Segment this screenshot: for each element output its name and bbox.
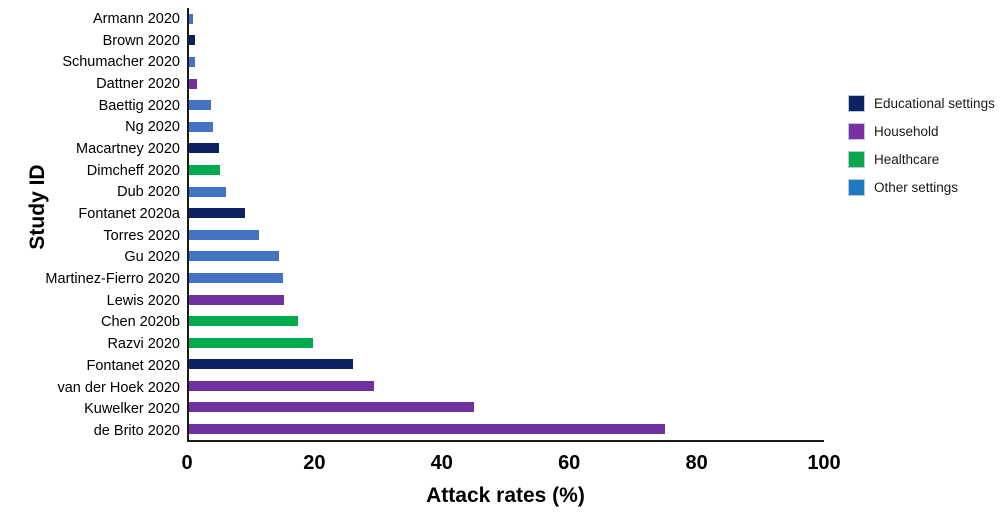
- x-tick-label: 60: [558, 452, 581, 474]
- bar-row: [189, 13, 824, 24]
- x-axis-ticks: 0 20 40 60 80 100: [181, 452, 840, 474]
- category-label: van der Hoek 2020: [57, 379, 180, 396]
- legend: Educational settings Household Healthcare O…: [848, 95, 995, 207]
- x-tick-label: 40: [430, 452, 453, 474]
- bar: [189, 13, 193, 24]
- bar-row: [189, 424, 824, 435]
- bar-row: [189, 100, 824, 111]
- bar: [189, 164, 221, 175]
- category-label: Razvi 2020: [107, 336, 180, 353]
- bar-row: [189, 337, 824, 348]
- legend-swatch: [848, 151, 865, 168]
- category-label: Brown 2020: [102, 32, 180, 49]
- category-label: Schumacher 2020: [62, 54, 180, 71]
- bar: [189, 35, 196, 46]
- bar-row: [189, 35, 824, 46]
- bar: [189, 337, 314, 348]
- bar-row: [189, 164, 824, 175]
- x-tick-label: 100: [807, 452, 841, 474]
- bar: [189, 121, 214, 132]
- category-label: Dattner 2020: [96, 75, 180, 92]
- legend-swatch: [848, 95, 865, 112]
- bar: [189, 208, 245, 219]
- legend-label: Other settings: [874, 180, 959, 195]
- x-axis-title: Attack rates (%): [426, 484, 585, 507]
- bar: [189, 100, 212, 111]
- category-label: Chen 2020b: [100, 314, 180, 331]
- x-tick-label: 20: [303, 452, 326, 474]
- bar: [189, 229, 259, 240]
- category-label: Gu 2020: [124, 249, 180, 266]
- category-label: Martinez-Fierro 2020: [45, 271, 180, 288]
- bar-row: [189, 251, 824, 262]
- bar-rows: [189, 8, 824, 440]
- legend-item: Other settings: [848, 179, 995, 196]
- bar-row: [189, 121, 824, 132]
- bar-row: [189, 272, 824, 283]
- bar-row: [189, 402, 824, 413]
- category-label: Ng 2020: [125, 119, 180, 136]
- legend-label: Healthcare: [874, 152, 940, 167]
- bar: [189, 186, 226, 197]
- bar-row: [189, 143, 824, 154]
- legend-item: Household: [848, 123, 995, 140]
- bar-row: [189, 186, 824, 197]
- bar-row: [189, 359, 824, 370]
- category-label: Lewis 2020: [106, 292, 180, 309]
- category-label: Torres 2020: [103, 227, 180, 244]
- bar: [189, 56, 195, 67]
- bar-row: [189, 56, 824, 67]
- category-label: Fontanet 2020a: [78, 206, 180, 223]
- category-label: Kuwelker 2020: [84, 401, 180, 418]
- bar: [189, 359, 354, 370]
- y-category-labels: Armann 2020 Brown 2020 Schumacher 2020 Datt…: [0, 8, 180, 442]
- category-label: Dimcheff 2020: [86, 162, 180, 179]
- bar: [189, 272, 283, 283]
- category-label: Fontanet 2020: [86, 357, 180, 374]
- legend-swatch: [848, 179, 865, 196]
- bar: [189, 78, 197, 89]
- category-label: Baettig 2020: [98, 97, 180, 114]
- bar: [189, 316, 299, 327]
- bar: [189, 424, 666, 435]
- bar-row: [189, 229, 824, 240]
- bar: [189, 143, 219, 154]
- category-label: Armann 2020: [92, 10, 180, 27]
- bar-row: [189, 380, 824, 391]
- category-label: Macartney 2020: [76, 140, 180, 157]
- x-tick-label: 80: [685, 452, 708, 474]
- category-label: Dub 2020: [117, 184, 180, 201]
- bar: [189, 402, 475, 413]
- legend-item: Healthcare: [848, 151, 995, 168]
- category-label: de Brito 2020: [93, 422, 180, 439]
- legend-label: Educational settings: [874, 96, 995, 111]
- legend-swatch: [848, 123, 865, 140]
- bar-row: [189, 294, 824, 305]
- plot-area: [187, 8, 824, 442]
- bar: [189, 380, 375, 391]
- legend-item: Educational settings: [848, 95, 995, 112]
- bar: [189, 251, 280, 262]
- bar-row: [189, 208, 824, 219]
- bar: [189, 294, 285, 305]
- legend-label: Household: [874, 124, 939, 139]
- bar-row: [189, 78, 824, 89]
- x-tick-label: 0: [181, 452, 193, 474]
- bar-row: [189, 316, 824, 327]
